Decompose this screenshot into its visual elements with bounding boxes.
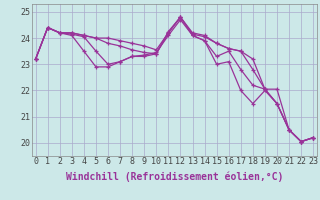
X-axis label: Windchill (Refroidissement éolien,°C): Windchill (Refroidissement éolien,°C) — [66, 172, 283, 182]
